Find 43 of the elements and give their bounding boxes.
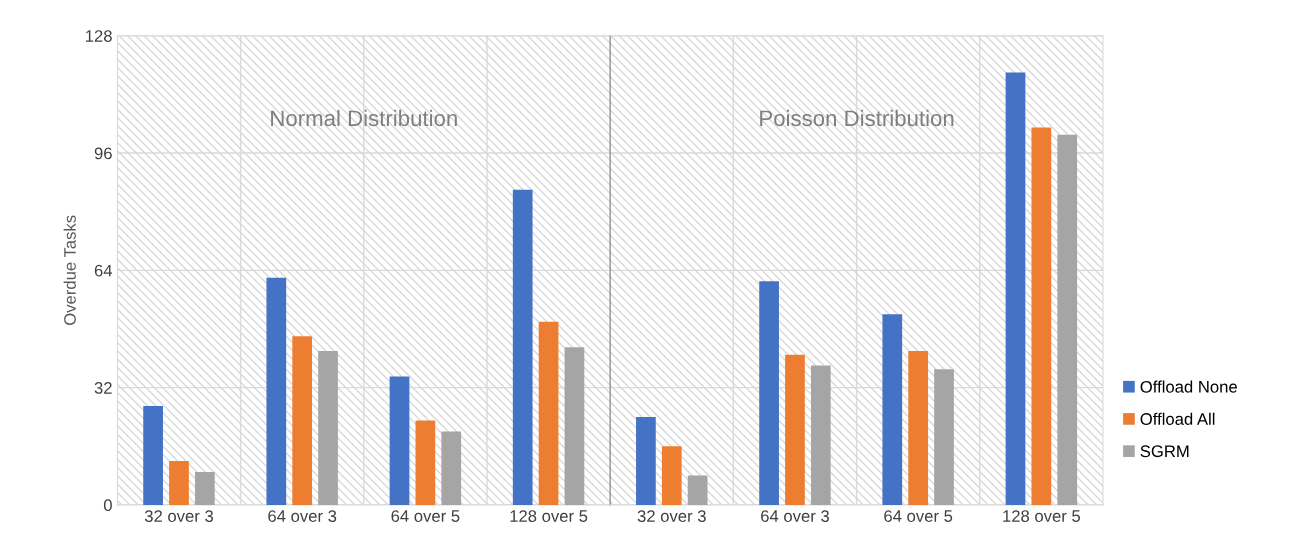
bar: [785, 354, 805, 505]
bar: [143, 405, 163, 505]
legend-label: Offload All: [1140, 412, 1215, 425]
x-tick-label: 32 over 3: [637, 510, 706, 522]
y-tick-label: 0: [103, 499, 112, 512]
legend-label: SGRM: [1140, 445, 1189, 458]
bar: [389, 376, 410, 505]
bar: [687, 475, 708, 505]
legend-label: Offload None: [1140, 380, 1237, 393]
bar: [810, 365, 831, 505]
x-tick-label: 64 over 5: [884, 510, 953, 522]
bar: [636, 416, 656, 505]
bar: [661, 446, 682, 505]
bar: [292, 336, 313, 505]
bar: [195, 471, 215, 505]
bar: [169, 460, 189, 505]
bar: [564, 347, 585, 505]
x-tick-label: 128 over 5: [1003, 510, 1081, 522]
x-tick-label: 64 over 3: [761, 510, 829, 522]
annotation: Normal Distribution: [271, 109, 457, 127]
bar: [934, 369, 954, 505]
x-tick-label: 32 over 3: [144, 510, 213, 522]
bar: [1057, 134, 1078, 505]
annotation: Poisson Distribution: [760, 109, 954, 127]
y-tick-label: 32: [94, 382, 112, 394]
bar: [512, 189, 533, 505]
x-tick-label: 64 over 3: [268, 510, 337, 522]
bar: [266, 277, 287, 505]
bar: [415, 420, 436, 505]
bar: [441, 431, 462, 505]
bar: [538, 321, 559, 505]
bar: [318, 350, 338, 505]
x-tick-label: 128 over 5: [510, 510, 588, 522]
y-tick-label: 128: [86, 30, 112, 42]
bar: [908, 350, 929, 505]
bar: [882, 314, 903, 505]
y-tick-label: 64: [94, 264, 113, 277]
bar: [1031, 127, 1052, 505]
y-tick-label: 96: [94, 147, 112, 160]
y-axis-title: Overdue Tasks: [63, 215, 76, 325]
bar: [1005, 72, 1026, 505]
bar: [759, 281, 779, 505]
x-tick-label: 64 over 5: [391, 510, 460, 522]
